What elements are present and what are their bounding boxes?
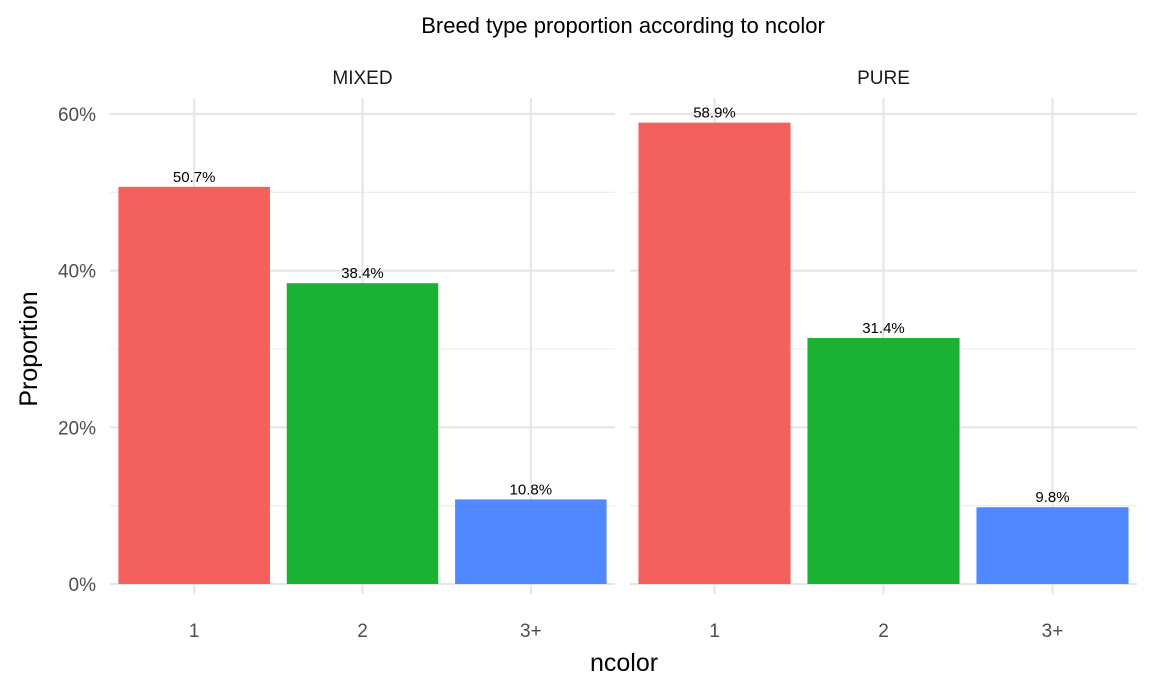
chart-title: Breed type proportion according to ncolo… (421, 13, 825, 38)
y-axis-ticks: 0% 20% 40% 60% (58, 105, 96, 596)
facet-strip-label: PURE (857, 68, 910, 89)
y-tick-label: 0% (69, 575, 97, 596)
facet-strip-label: MIXED (332, 68, 392, 89)
bar-data-label: 50.7% (173, 169, 216, 186)
x-axis-title: ncolor (590, 649, 658, 677)
y-tick-label: 40% (58, 262, 96, 283)
x-tick-label: 3+ (520, 621, 542, 642)
facet-panel-pure: PURE 58.9% 31.4% 9.8% 1 2 3+ (630, 68, 1137, 642)
bar-data-label: 10.8% (510, 481, 553, 498)
facet-panel-mixed: MIXED 50.7% 38.4% 10.8% 1 2 3+ (110, 68, 615, 642)
bar-pure-3+ (976, 507, 1129, 584)
bar-pure-1 (638, 122, 791, 584)
bar-data-label: 38.4% (341, 265, 384, 282)
bar-pure-2 (807, 338, 960, 584)
x-tick-label: 1 (709, 621, 720, 642)
y-axis-title: Proportion (15, 291, 43, 406)
x-tick-label: 1 (189, 621, 200, 642)
bar-mixed-3+ (455, 499, 607, 584)
x-tick-label: 2 (878, 621, 889, 642)
y-tick-label: 20% (58, 418, 96, 439)
bar-data-label: 9.8% (1035, 489, 1069, 506)
bar-data-label: 31.4% (862, 320, 905, 337)
bar-mixed-1 (118, 186, 270, 584)
bar-data-label: 58.9% (693, 105, 736, 122)
bar-mixed-2 (286, 283, 439, 584)
facet-panels: MIXED 50.7% 38.4% 10.8% 1 2 3+ PURE 58.9% 31.4% 9.… (110, 68, 1137, 642)
y-tick-label: 60% (58, 105, 96, 126)
x-tick-label: 2 (357, 621, 368, 642)
x-tick-label: 3+ (1042, 621, 1064, 642)
